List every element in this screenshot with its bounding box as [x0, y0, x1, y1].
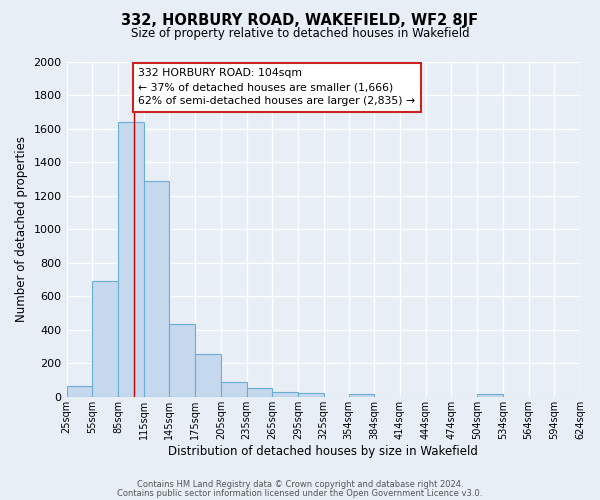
Text: Contains HM Land Registry data © Crown copyright and database right 2024.: Contains HM Land Registry data © Crown c… [137, 480, 463, 489]
Bar [143, 180, 169, 397]
Bar [477, 394, 503, 397]
Y-axis label: Number of detached properties: Number of detached properties [15, 136, 28, 322]
X-axis label: Distribution of detached houses by size in Wakefield: Distribution of detached houses by size … [169, 444, 478, 458]
Bar [92, 281, 118, 397]
Bar [298, 394, 323, 397]
Bar [272, 392, 298, 397]
Bar [247, 388, 272, 397]
Text: Contains public sector information licensed under the Open Government Licence v3: Contains public sector information licen… [118, 488, 482, 498]
Bar [118, 122, 143, 397]
Text: Size of property relative to detached houses in Wakefield: Size of property relative to detached ho… [131, 28, 469, 40]
Bar [195, 354, 221, 397]
Bar [169, 324, 195, 397]
Bar [221, 382, 247, 397]
Bar [349, 394, 374, 397]
Text: 332, HORBURY ROAD, WAKEFIELD, WF2 8JF: 332, HORBURY ROAD, WAKEFIELD, WF2 8JF [121, 12, 479, 28]
Text: 332 HORBURY ROAD: 104sqm
← 37% of detached houses are smaller (1,666)
62% of sem: 332 HORBURY ROAD: 104sqm ← 37% of detach… [139, 68, 416, 106]
Bar [67, 386, 92, 397]
